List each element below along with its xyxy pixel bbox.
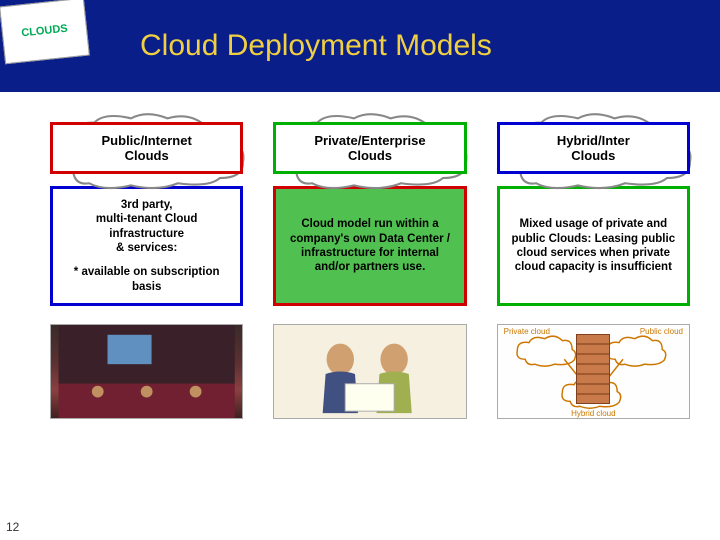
diagram-public-label: Public cloud (640, 327, 683, 336)
slide-title: Cloud Deployment Models (140, 29, 492, 63)
conference-photo (50, 324, 243, 419)
slide-number: 12 (6, 520, 19, 534)
private-cloud-label: Private/Enterprise Clouds (273, 122, 466, 174)
public-cloud-desc: 3rd party, multi-tenant Cloud infrastruc… (50, 186, 243, 306)
public-desc-sub: * available on subscription basis (59, 265, 234, 294)
image-row: Private cloud Public cloud Hybrid cloud (0, 316, 720, 429)
hybrid-cloud-header: Hybrid/Inter Clouds (497, 122, 690, 174)
diagram-private-label: Private cloud (504, 327, 550, 336)
private-cloud-desc: Cloud model run within a company's own D… (273, 186, 466, 306)
photo-placeholder-icon (51, 325, 242, 418)
diagram-hybrid-label: Hybrid cloud (571, 409, 615, 418)
people-reading-illustration (273, 324, 466, 419)
public-cloud-header: Public/Internet Clouds (50, 122, 243, 174)
public-desc-main: 3rd party, multi-tenant Cloud infrastruc… (59, 198, 234, 256)
hybrid-desc-main: Mixed usage of private and public Clouds… (506, 217, 681, 275)
public-cloud-label: Public/Internet Clouds (50, 122, 243, 174)
logo-text: CLOUDS (21, 23, 68, 40)
header-bar: CLOUDS Cloud Deployment Models (0, 0, 720, 92)
private-cloud-header: Private/Enterprise Clouds (273, 122, 466, 174)
content-grid: Public/Internet Clouds Private/Enterpris… (0, 92, 720, 316)
clouds-lab-logo: CLOUDS (0, 0, 90, 64)
hybrid-cloud-diagram: Private cloud Public cloud Hybrid cloud (497, 324, 690, 419)
hybrid-cloud-label: Hybrid/Inter Clouds (497, 122, 690, 174)
private-desc-main: Cloud model run within a company's own D… (282, 217, 457, 275)
hybrid-cloud-desc: Mixed usage of private and public Clouds… (497, 186, 690, 306)
illustration-placeholder-icon (274, 325, 465, 418)
firewall-icon (576, 334, 610, 404)
